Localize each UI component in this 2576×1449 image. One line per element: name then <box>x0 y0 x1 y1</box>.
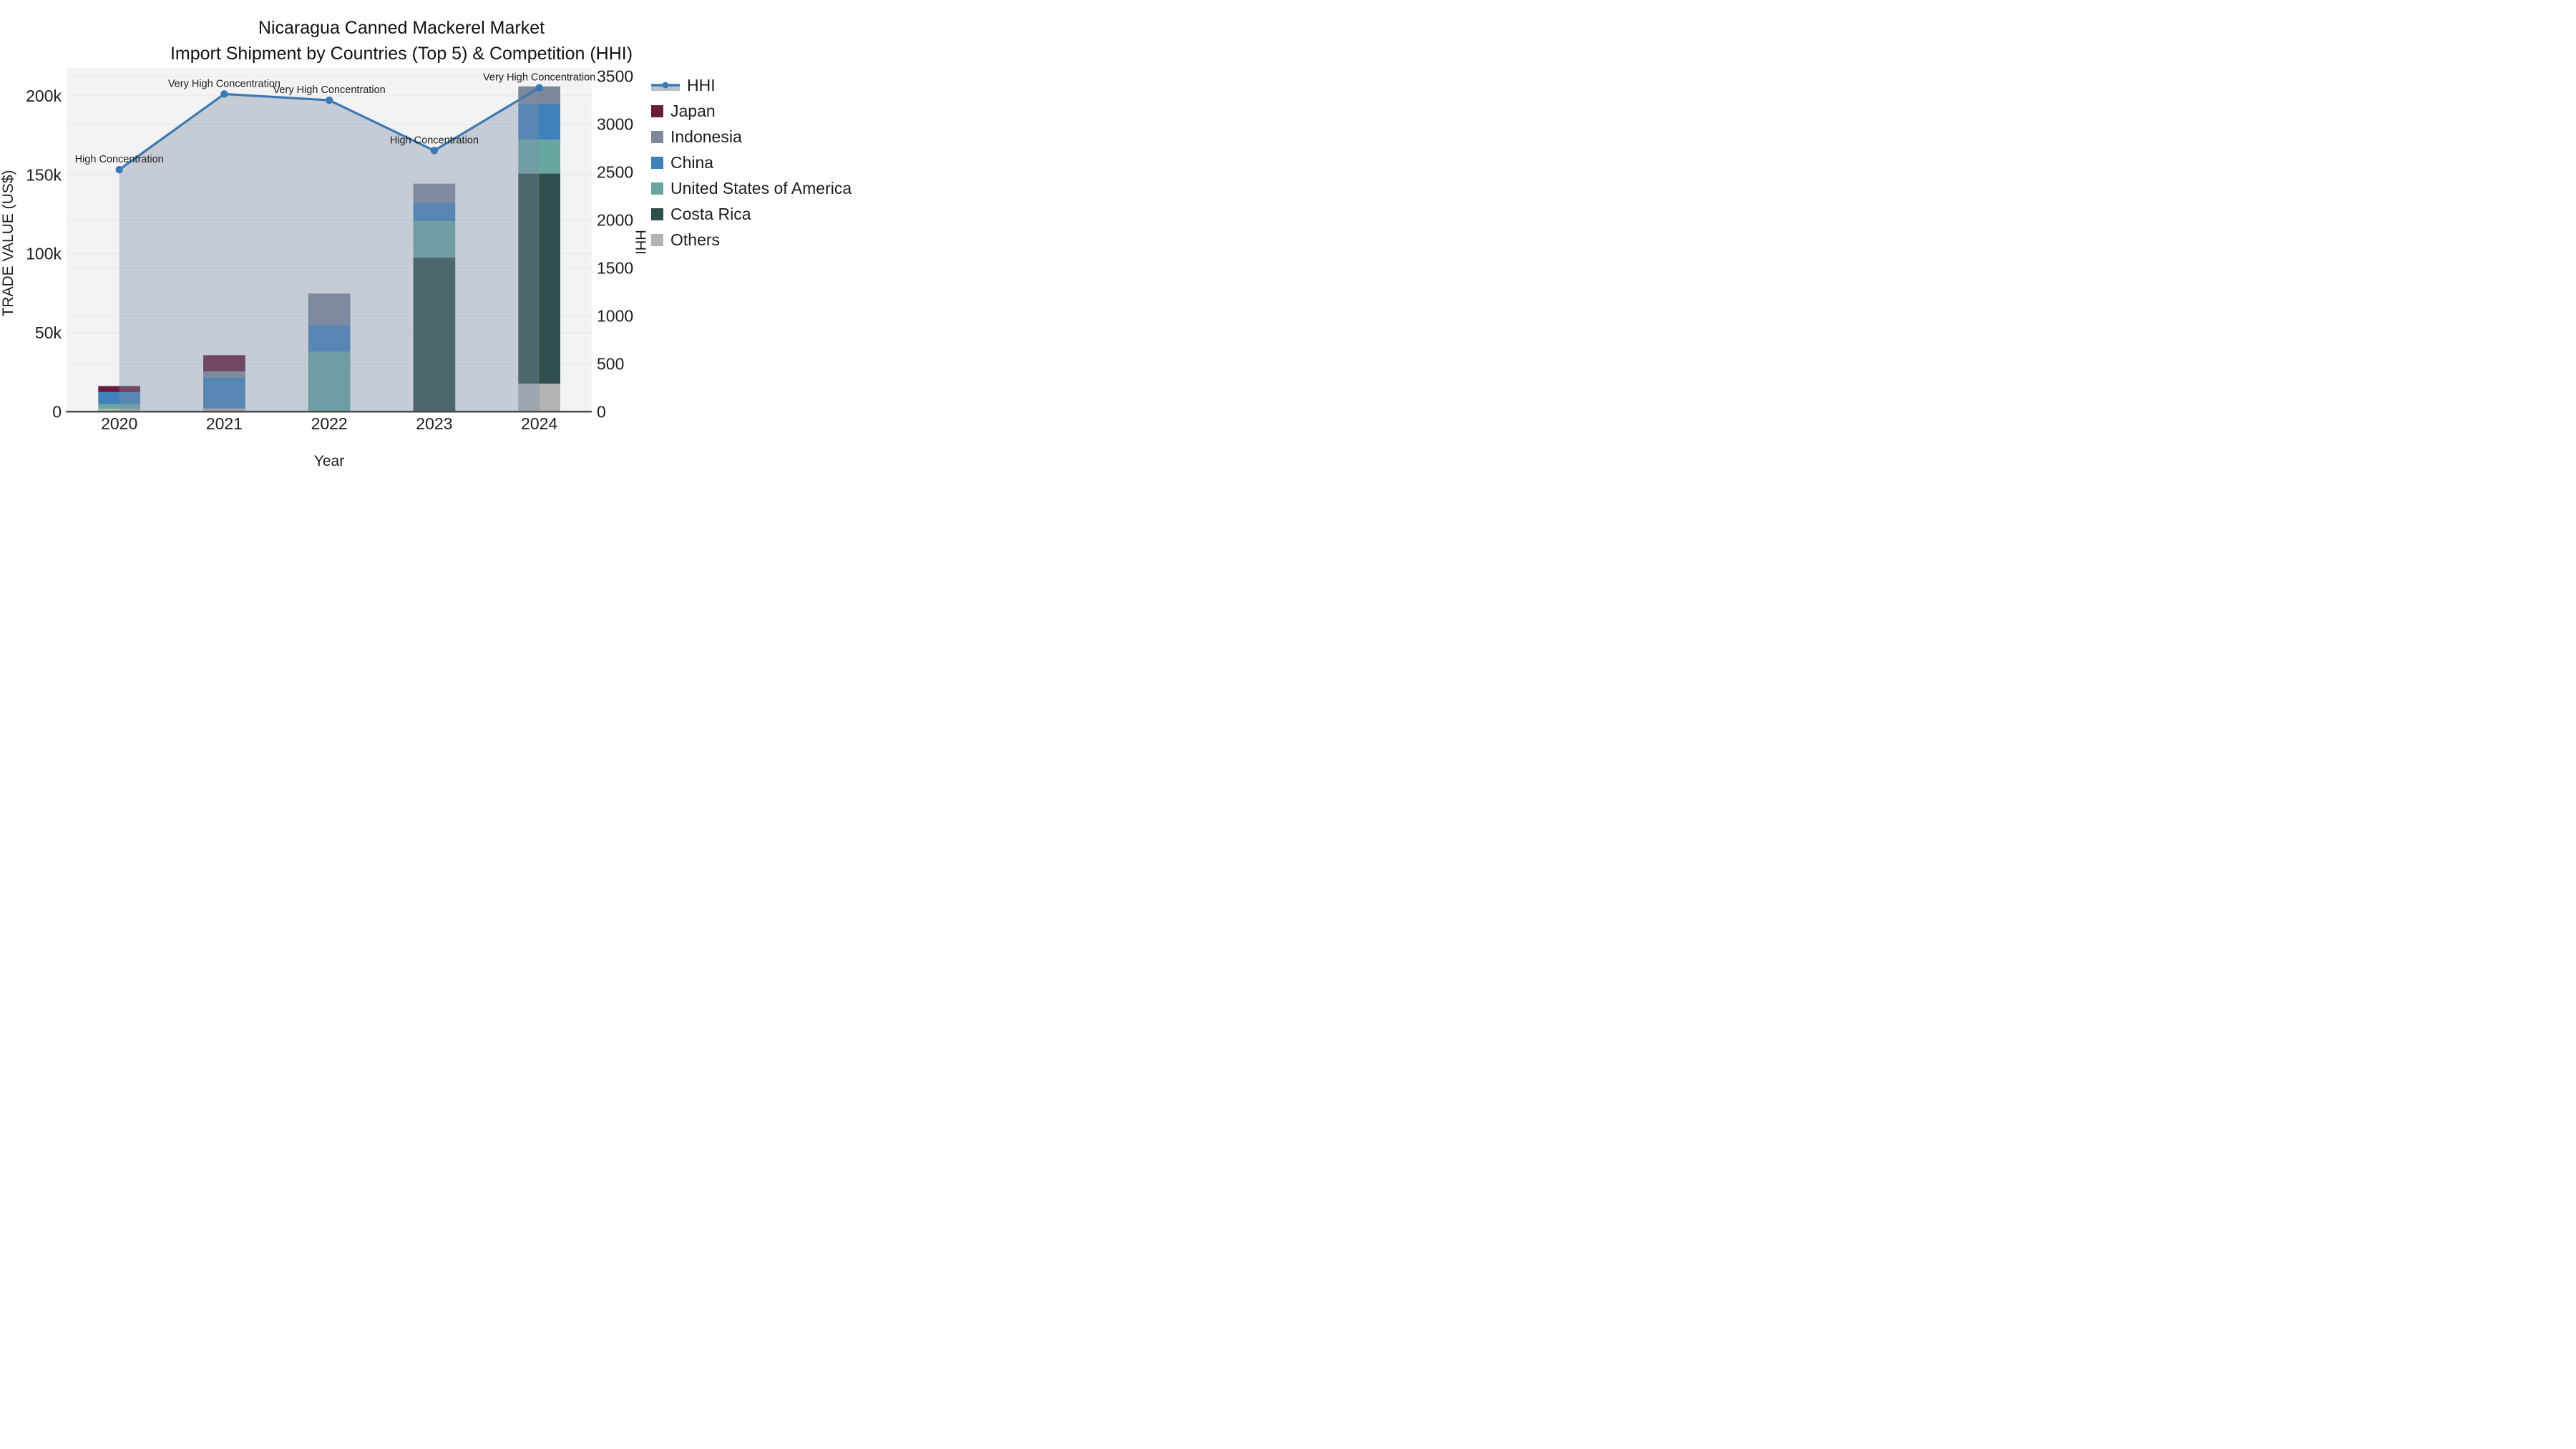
bar-segment-china-2024[interactable] <box>518 104 560 140</box>
y-left-tick-200k: 200k <box>26 87 62 105</box>
chart-title-line1: Nicaragua Canned Mackerel Market <box>258 18 545 38</box>
x-tick-2024: 2024 <box>521 414 557 433</box>
y-axis-title-right: HHI <box>632 230 648 255</box>
y-right-tick-1500: 1500 <box>597 258 633 277</box>
annotation-2021: Very High Concentration <box>168 78 280 89</box>
chart-canvas: Nicaragua Canned Mackerel Market Import … <box>0 0 859 483</box>
hhi-area-fill <box>119 87 540 412</box>
y-right-tick-2500: 2500 <box>597 163 633 182</box>
bar-segment-others-2021[interactable] <box>203 408 245 412</box>
legend: HHI Japan Indonesia China United States of A… <box>651 76 852 250</box>
bar-segment-indonesia-2021[interactable] <box>203 371 245 378</box>
bar-segment-japan-2020[interactable] <box>98 386 141 392</box>
bar-segment-others-2024[interactable] <box>518 384 560 412</box>
legend-item-costa-rica[interactable]: Costa Rica <box>651 205 852 224</box>
bar-segment-china-2021[interactable] <box>203 377 245 409</box>
y-right-tick-3500: 3500 <box>597 67 633 86</box>
y-right-tick-500: 500 <box>597 354 624 373</box>
legend-label: United States of America <box>670 179 852 197</box>
y-right-tick-1000: 1000 <box>597 306 633 325</box>
bar-series-group <box>98 86 560 412</box>
y-left-tick-100k: 100k <box>26 245 62 263</box>
bar-segment-indonesia-2023[interactable] <box>413 183 456 203</box>
legend-item-hhi[interactable]: HHI <box>651 76 852 95</box>
bar-segment-china-2023[interactable] <box>413 203 456 221</box>
bar-segment-others-2020[interactable] <box>98 409 141 412</box>
x-tick-2022: 2022 <box>311 414 348 433</box>
bar-segment-united-states-of-america-2024[interactable] <box>518 140 560 174</box>
legend-item-united-states-of-america[interactable]: United States of America <box>651 179 852 198</box>
x-axis-title: Year <box>313 453 345 469</box>
hhi-marker-2024[interactable] <box>535 84 543 92</box>
y-right-tick-0: 0 <box>597 402 606 421</box>
bar-segment-indonesia-2022[interactable] <box>308 293 351 326</box>
legend-label: Others <box>670 230 721 249</box>
annotation-2020: High Concentration <box>75 154 164 165</box>
x-tick-2020: 2020 <box>101 414 137 433</box>
x-tick-2021: 2021 <box>206 414 243 433</box>
y-right-tick-3000: 3000 <box>597 115 633 134</box>
legend-label: Costa Rica <box>670 205 751 223</box>
bar-segment-china-2022[interactable] <box>308 325 351 352</box>
combo-chart-plot[interactable]: High Concentration Very High Concentratio… <box>0 0 859 483</box>
annotation-2024: Very High Concentration <box>483 72 595 84</box>
legend-label: Indonesia <box>670 127 742 146</box>
chart-title-line2: Import Shipment by Countries (Top 5) & C… <box>170 43 633 64</box>
bar-segment-united-states-of-america-2020[interactable] <box>98 404 141 409</box>
y-axis-title-left: TRADE VALUE (US$) <box>0 170 16 317</box>
hhi-marker-2020[interactable] <box>115 165 123 174</box>
legend-label: China <box>670 153 714 172</box>
legend-item-japan[interactable]: Japan <box>651 102 852 121</box>
y-left-tick-150k: 150k <box>26 165 62 184</box>
annotation-2023: High Concentration <box>390 135 479 146</box>
x-tick-2023: 2023 <box>416 414 452 433</box>
legend-label: HHI <box>687 76 716 94</box>
color-swatch-icon <box>651 105 663 117</box>
color-swatch-icon <box>651 208 663 220</box>
hhi-marker-2021[interactable] <box>220 90 228 98</box>
color-swatch-icon <box>651 131 663 143</box>
bar-segment-united-states-of-america-2022[interactable] <box>308 351 351 412</box>
y-right-tick-2000: 2000 <box>597 210 633 229</box>
y-left-tick-50k: 50k <box>35 323 62 342</box>
color-swatch-icon <box>651 157 663 169</box>
legend-item-china[interactable]: China <box>651 153 852 172</box>
hhi-line-swatch-icon <box>651 79 680 92</box>
legend-item-indonesia[interactable]: Indonesia <box>651 127 852 147</box>
legend-item-others[interactable]: Others <box>651 230 852 250</box>
color-swatch-icon <box>651 234 663 246</box>
bar-segment-japan-2021[interactable] <box>203 355 245 372</box>
bar-segment-costa-rica-2024[interactable] <box>518 173 560 384</box>
hhi-marker-2023[interactable] <box>430 147 439 155</box>
bar-segment-costa-rica-2023[interactable] <box>413 257 456 412</box>
bar-segment-china-2020[interactable] <box>98 391 141 404</box>
y-left-tick-0: 0 <box>52 402 62 421</box>
legend-label: Japan <box>670 102 716 120</box>
gridlines <box>67 76 592 364</box>
chart-title: Nicaragua Canned Mackerel Market Import … <box>29 16 774 67</box>
hhi-marker-2022[interactable] <box>325 96 333 104</box>
color-swatch-icon <box>651 182 663 195</box>
bar-segment-united-states-of-america-2023[interactable] <box>413 220 456 258</box>
annotation-2022: Very High Concentration <box>273 84 386 96</box>
